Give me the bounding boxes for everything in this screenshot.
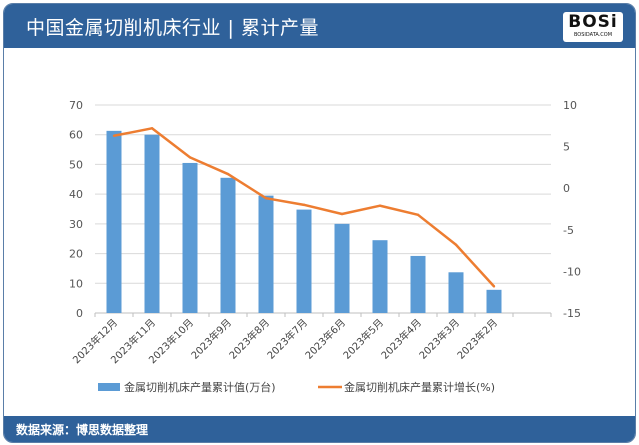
bar: [448, 272, 464, 313]
left-tick-label: 0: [76, 307, 83, 320]
page-title: 中国金属切削机床行业 | 累计产量: [26, 17, 319, 39]
left-tick-label: 30: [69, 218, 83, 231]
logo-sub: BOSIDATA.COM: [573, 32, 613, 38]
left-tick-label: 60: [69, 129, 83, 142]
legend-bar-swatch: [98, 383, 120, 391]
bar: [258, 195, 274, 313]
left-tick-label: 40: [69, 188, 83, 201]
bar: [106, 130, 122, 313]
right-tick-label: 5: [563, 141, 570, 154]
legend-line-label: 金属切削机床产量累计增长(%): [344, 380, 495, 394]
logo-text: BOSi: [568, 12, 618, 32]
line-point: [454, 243, 458, 246]
right-tick-label: -10: [563, 265, 581, 278]
line-point: [378, 204, 382, 207]
line-point: [264, 196, 268, 200]
left-tick-label: 10: [69, 277, 83, 290]
line-point: [302, 203, 306, 207]
right-tick-label: -15: [563, 307, 581, 320]
bar: [486, 289, 502, 313]
right-tick-label: 10: [563, 99, 577, 112]
bar: [220, 177, 236, 313]
bar: [410, 255, 426, 313]
line-point: [492, 285, 496, 288]
left-tick-label: 50: [69, 158, 83, 171]
data-source: 数据来源：博思数据整理: [16, 423, 149, 437]
bar: [144, 134, 160, 313]
line-point: [150, 127, 154, 130]
line-point: [112, 134, 116, 137]
header-bar: 中国金属切削机床行业 | 累计产量 BOSi BOSIDATA.COM: [4, 4, 635, 48]
right-tick-label: 0: [563, 182, 570, 195]
legend-bar-label: 金属切削机床产量累计值(万台): [124, 380, 276, 394]
bosi-logo: BOSi BOSIDATA.COM: [563, 12, 623, 42]
line-point: [188, 156, 192, 159]
left-tick-label: 20: [69, 248, 83, 261]
bar: [182, 162, 198, 313]
bar: [334, 223, 350, 313]
bar: [296, 209, 312, 313]
line-point: [226, 172, 230, 176]
category-label: 2023年2月: [454, 316, 500, 362]
right-tick-label: -5: [563, 224, 574, 237]
left-tick-label: 70: [69, 99, 83, 112]
footer-bar: 数据来源：博思数据整理: [4, 416, 635, 442]
line-point: [416, 213, 420, 217]
line-point: [340, 212, 344, 216]
bar: [372, 240, 388, 313]
